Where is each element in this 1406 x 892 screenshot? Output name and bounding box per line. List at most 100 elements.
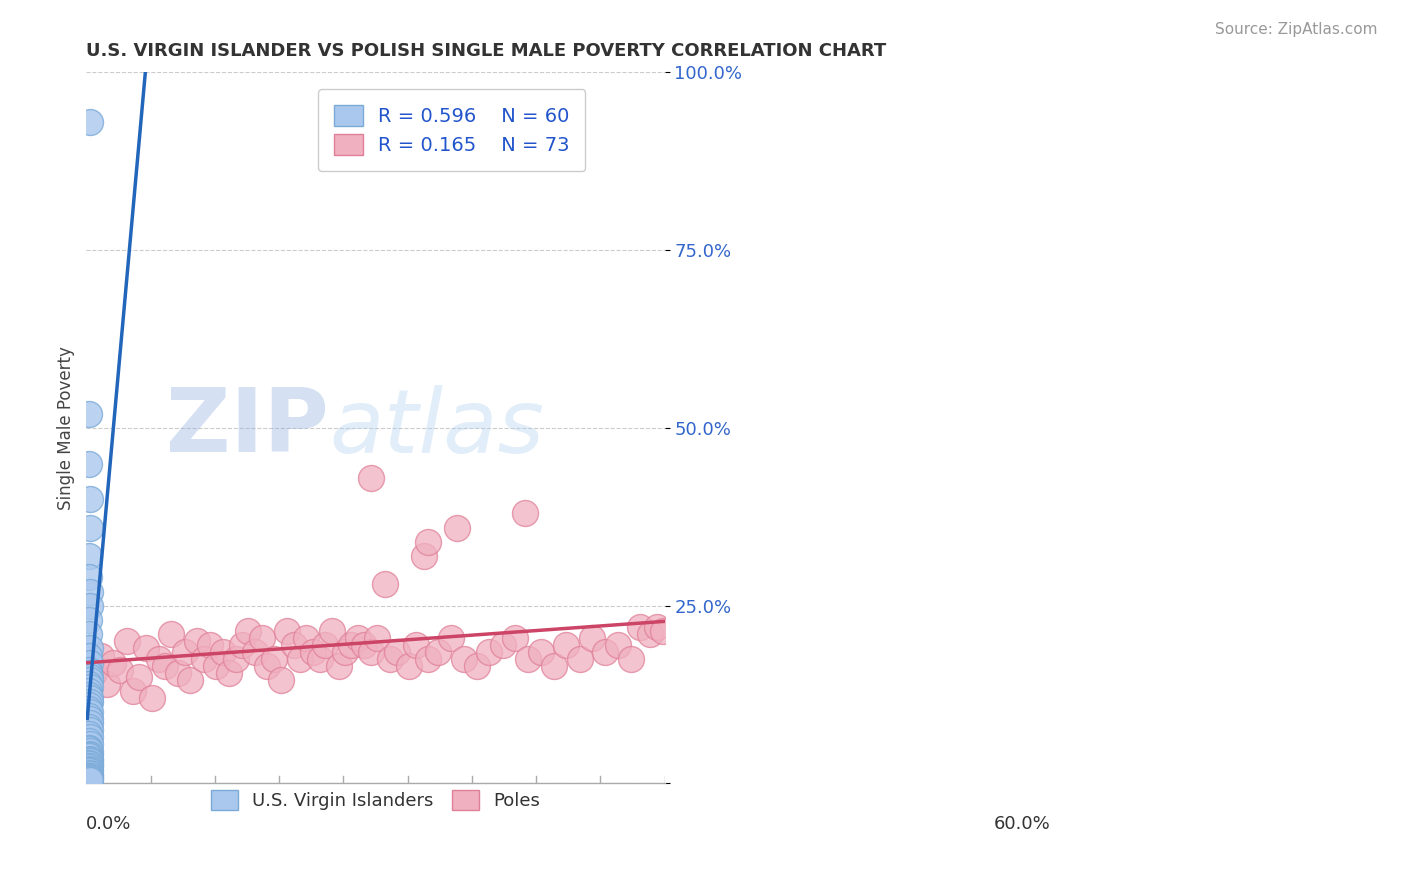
Point bbox=[250, 631, 273, 645]
Point bbox=[270, 673, 292, 688]
Point bbox=[513, 506, 536, 520]
Point bbox=[308, 652, 330, 666]
Point bbox=[77, 760, 100, 774]
Point bbox=[77, 549, 100, 563]
Point bbox=[446, 520, 468, 534]
Y-axis label: Single Male Poverty: Single Male Poverty bbox=[58, 346, 75, 510]
Point bbox=[530, 645, 553, 659]
Point bbox=[412, 549, 434, 563]
Point bbox=[418, 652, 440, 666]
Point bbox=[166, 666, 188, 681]
Point bbox=[314, 638, 336, 652]
Point bbox=[179, 673, 201, 688]
Point bbox=[79, 716, 101, 731]
Point bbox=[630, 620, 652, 634]
Point bbox=[503, 631, 526, 645]
Point bbox=[77, 734, 100, 748]
Point bbox=[90, 648, 112, 663]
Point bbox=[77, 727, 100, 741]
Text: 60.0%: 60.0% bbox=[993, 815, 1050, 833]
Point bbox=[79, 769, 101, 783]
Text: 0.0%: 0.0% bbox=[86, 815, 132, 833]
Point bbox=[492, 638, 515, 652]
Text: atlas: atlas bbox=[329, 385, 544, 471]
Point bbox=[374, 577, 396, 591]
Point bbox=[77, 698, 100, 713]
Point bbox=[405, 638, 427, 652]
Point bbox=[79, 763, 101, 777]
Text: U.S. VIRGIN ISLANDER VS POLISH SINGLE MALE POVERTY CORRELATION CHART: U.S. VIRGIN ISLANDER VS POLISH SINGLE MA… bbox=[86, 42, 887, 60]
Point bbox=[155, 659, 177, 673]
Point bbox=[79, 691, 101, 706]
Point bbox=[79, 599, 101, 613]
Point bbox=[340, 638, 363, 652]
Point bbox=[135, 641, 157, 656]
Point bbox=[128, 670, 150, 684]
Point bbox=[79, 738, 101, 752]
Point bbox=[638, 627, 661, 641]
Point bbox=[607, 638, 630, 652]
Point bbox=[301, 645, 323, 659]
Point bbox=[79, 584, 101, 599]
Point bbox=[328, 659, 350, 673]
Point bbox=[218, 666, 240, 681]
Point bbox=[77, 684, 100, 698]
Point bbox=[79, 681, 101, 695]
Point bbox=[516, 652, 538, 666]
Point bbox=[238, 624, 260, 638]
Legend: U.S. Virgin Islanders, Poles: U.S. Virgin Islanders, Poles bbox=[197, 775, 554, 824]
Point bbox=[77, 749, 100, 764]
Point bbox=[121, 684, 143, 698]
Point bbox=[263, 652, 285, 666]
Point bbox=[77, 770, 100, 784]
Point bbox=[108, 663, 131, 677]
Point bbox=[427, 645, 450, 659]
Point bbox=[378, 652, 401, 666]
Point bbox=[79, 706, 101, 720]
Point bbox=[366, 631, 388, 645]
Point bbox=[283, 638, 305, 652]
Point bbox=[103, 656, 125, 670]
Point bbox=[418, 534, 440, 549]
Point bbox=[77, 762, 100, 776]
Point bbox=[581, 631, 603, 645]
Point bbox=[453, 652, 475, 666]
Point bbox=[148, 652, 170, 666]
Point bbox=[77, 756, 100, 770]
Point bbox=[79, 767, 101, 781]
Point bbox=[77, 772, 100, 786]
Point bbox=[79, 751, 101, 765]
Point bbox=[83, 666, 105, 681]
Point bbox=[79, 771, 101, 785]
Point bbox=[79, 772, 101, 787]
Point bbox=[77, 663, 100, 677]
Point bbox=[295, 631, 318, 645]
Text: Source: ZipAtlas.com: Source: ZipAtlas.com bbox=[1215, 22, 1378, 37]
Text: ZIP: ZIP bbox=[166, 384, 329, 472]
Point bbox=[77, 457, 100, 471]
Point bbox=[205, 659, 228, 673]
Point bbox=[77, 765, 100, 780]
Point bbox=[79, 673, 101, 688]
Point bbox=[77, 720, 100, 734]
Point bbox=[212, 645, 235, 659]
Point bbox=[77, 688, 100, 702]
Point bbox=[256, 659, 278, 673]
Point bbox=[173, 645, 195, 659]
Point bbox=[77, 740, 100, 755]
Point bbox=[555, 638, 578, 652]
Point bbox=[115, 634, 138, 648]
Point bbox=[77, 742, 100, 756]
Point bbox=[353, 638, 375, 652]
Point bbox=[360, 471, 382, 485]
Point bbox=[77, 613, 100, 627]
Point bbox=[79, 744, 101, 758]
Point bbox=[398, 659, 420, 673]
Point bbox=[333, 645, 356, 659]
Point bbox=[79, 670, 101, 684]
Point bbox=[225, 652, 247, 666]
Point bbox=[77, 747, 100, 762]
Point bbox=[79, 491, 101, 506]
Point bbox=[79, 755, 101, 769]
Point bbox=[79, 520, 101, 534]
